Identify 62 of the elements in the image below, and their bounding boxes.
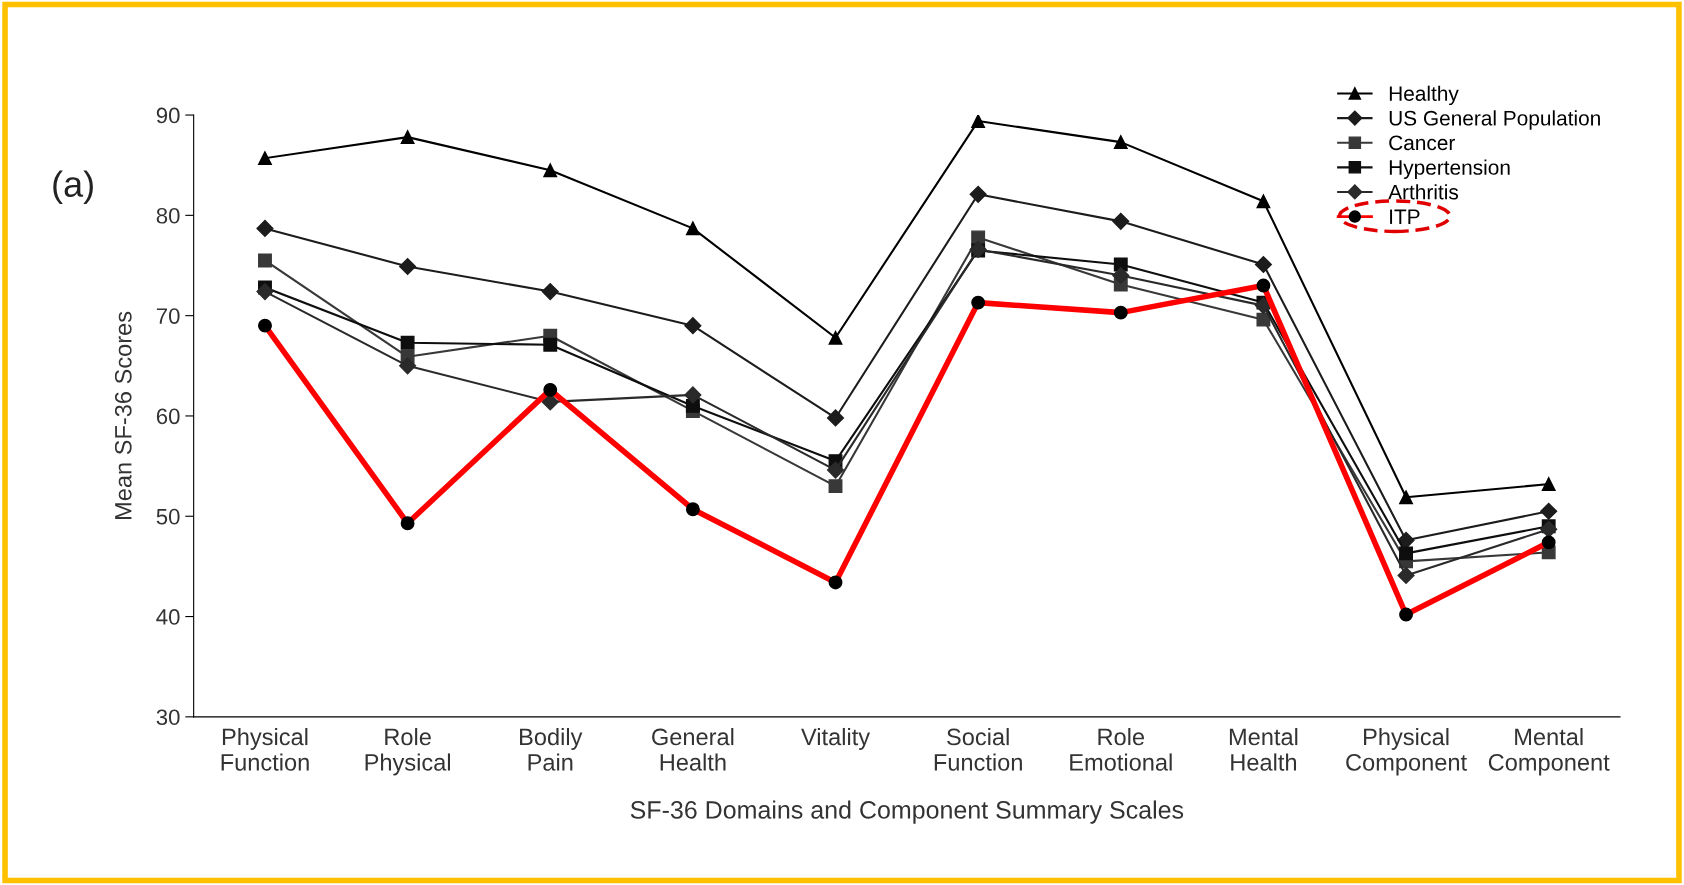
point [828,479,843,494]
point [543,163,558,178]
point [1254,255,1272,274]
point [1540,520,1558,538]
y-tick-label: 80 [156,207,180,224]
point [685,221,700,236]
y-tick-label: 50 [156,508,180,525]
point [1112,212,1130,230]
point [1397,566,1415,584]
x-tick-label: General Health [652,727,734,771]
point [1397,531,1415,549]
point [541,283,559,301]
point [971,115,986,129]
y-tick-label: 40 [156,609,180,625]
point [826,461,845,479]
text: (a) [53,170,93,205]
x-tick-label: Vitality [801,727,871,750]
x-tick-label: Mental Component [1488,727,1610,776]
point [399,357,417,375]
point [1256,194,1271,209]
y-tick-label: 90 [156,107,180,124]
point [684,317,702,335]
x-tick-label: Bodily Pain [520,727,583,771]
x-tick-label: Social Function [934,727,1022,771]
point [1541,477,1556,492]
point [258,151,272,166]
y-tick-label: 30 [156,709,180,726]
point [1254,297,1272,315]
point [1540,502,1558,520]
point [256,283,274,301]
x-axis-title: SF-36 Domains and Component Summary Scales [630,800,1184,824]
point [971,230,986,245]
point [1399,546,1414,561]
point [400,130,415,145]
point [1399,490,1414,505]
y-tick-label: 70 [156,308,180,324]
legend-label: ITP [1390,209,1420,224]
y-axis-title: Mean SF-36 Scores [114,311,132,519]
x-tick-label: Physical Component [1346,727,1467,776]
point [400,335,415,350]
point [399,257,417,276]
point [1112,266,1130,285]
point [828,330,843,345]
legend-label: Arthritis [1388,184,1459,200]
x-tick-label: Role Physical [365,727,450,776]
point [1256,312,1271,327]
point [685,398,700,413]
legend-label: Hypertension [1389,159,1510,179]
legend-label: Healthy [1389,85,1459,106]
x-tick-label: Role Emotional [1070,727,1172,771]
legend-label: Cancer [1389,135,1455,151]
point [256,219,274,237]
x-tick-label: Physical Function [221,727,309,771]
point [543,337,558,352]
point [258,253,272,268]
point [684,386,702,404]
x-tick-label: Mental Health [1229,727,1298,771]
point [1113,135,1128,150]
y-tick-label: 60 [156,408,180,425]
point [969,185,987,203]
legend-label: US General Population [1389,110,1600,130]
point [826,409,845,427]
